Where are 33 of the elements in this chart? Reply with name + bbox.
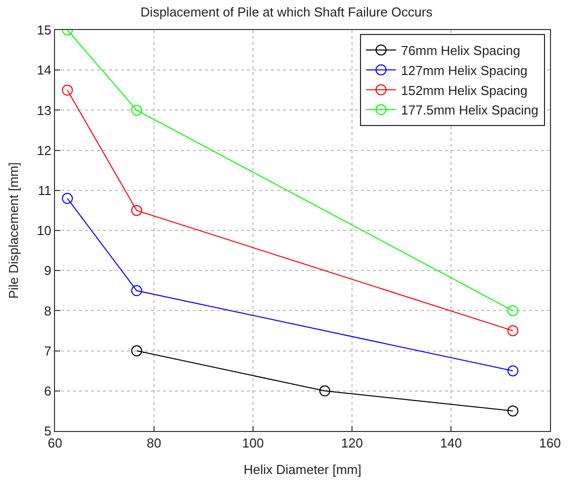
point (319, 385, 330, 396)
x-tick-label: 160 (539, 436, 561, 451)
point (131, 104, 142, 116)
point (62, 192, 73, 204)
point (131, 345, 142, 356)
point (131, 285, 142, 296)
y-tick-label: 11 (38, 182, 52, 198)
x-axis-title: Helix Diameter [mm] (244, 462, 362, 478)
point (131, 204, 142, 216)
y-tick-label: 9 (44, 263, 52, 278)
legend-label: 177.5mm Helix Spacing (401, 102, 538, 118)
y-tick-label: 12 (36, 142, 52, 158)
legend-label: 152mm Helix Spacing (401, 82, 528, 98)
y-tick-label: 7 (44, 343, 52, 358)
point (62, 84, 73, 96)
y-tick-label: 6 (44, 383, 52, 398)
chart-title: Displacement of Pile at which Shaft Failure Occurs (140, 4, 433, 20)
x-tick-label: 140 (440, 436, 462, 451)
x-tick-label: 100 (242, 436, 264, 451)
point (507, 365, 518, 376)
legend-label: 127mm Helix Spacing (401, 62, 528, 78)
point (507, 305, 518, 316)
y-axis-title: Pile Displacement [mm] (6, 162, 21, 299)
legend-label: 76mm Helix Spacing (401, 43, 520, 58)
point (507, 405, 518, 416)
x-tick-label: 80 (146, 436, 162, 451)
point (507, 325, 518, 336)
y-tick-label: 10 (36, 223, 52, 238)
x-tick-label: 120 (341, 436, 363, 451)
y-tick-label: 15 (36, 22, 52, 38)
y-tick-label: 14 (36, 62, 52, 78)
y-tick-label: 8 (44, 303, 52, 318)
y-tick-label: 13 (36, 102, 52, 118)
